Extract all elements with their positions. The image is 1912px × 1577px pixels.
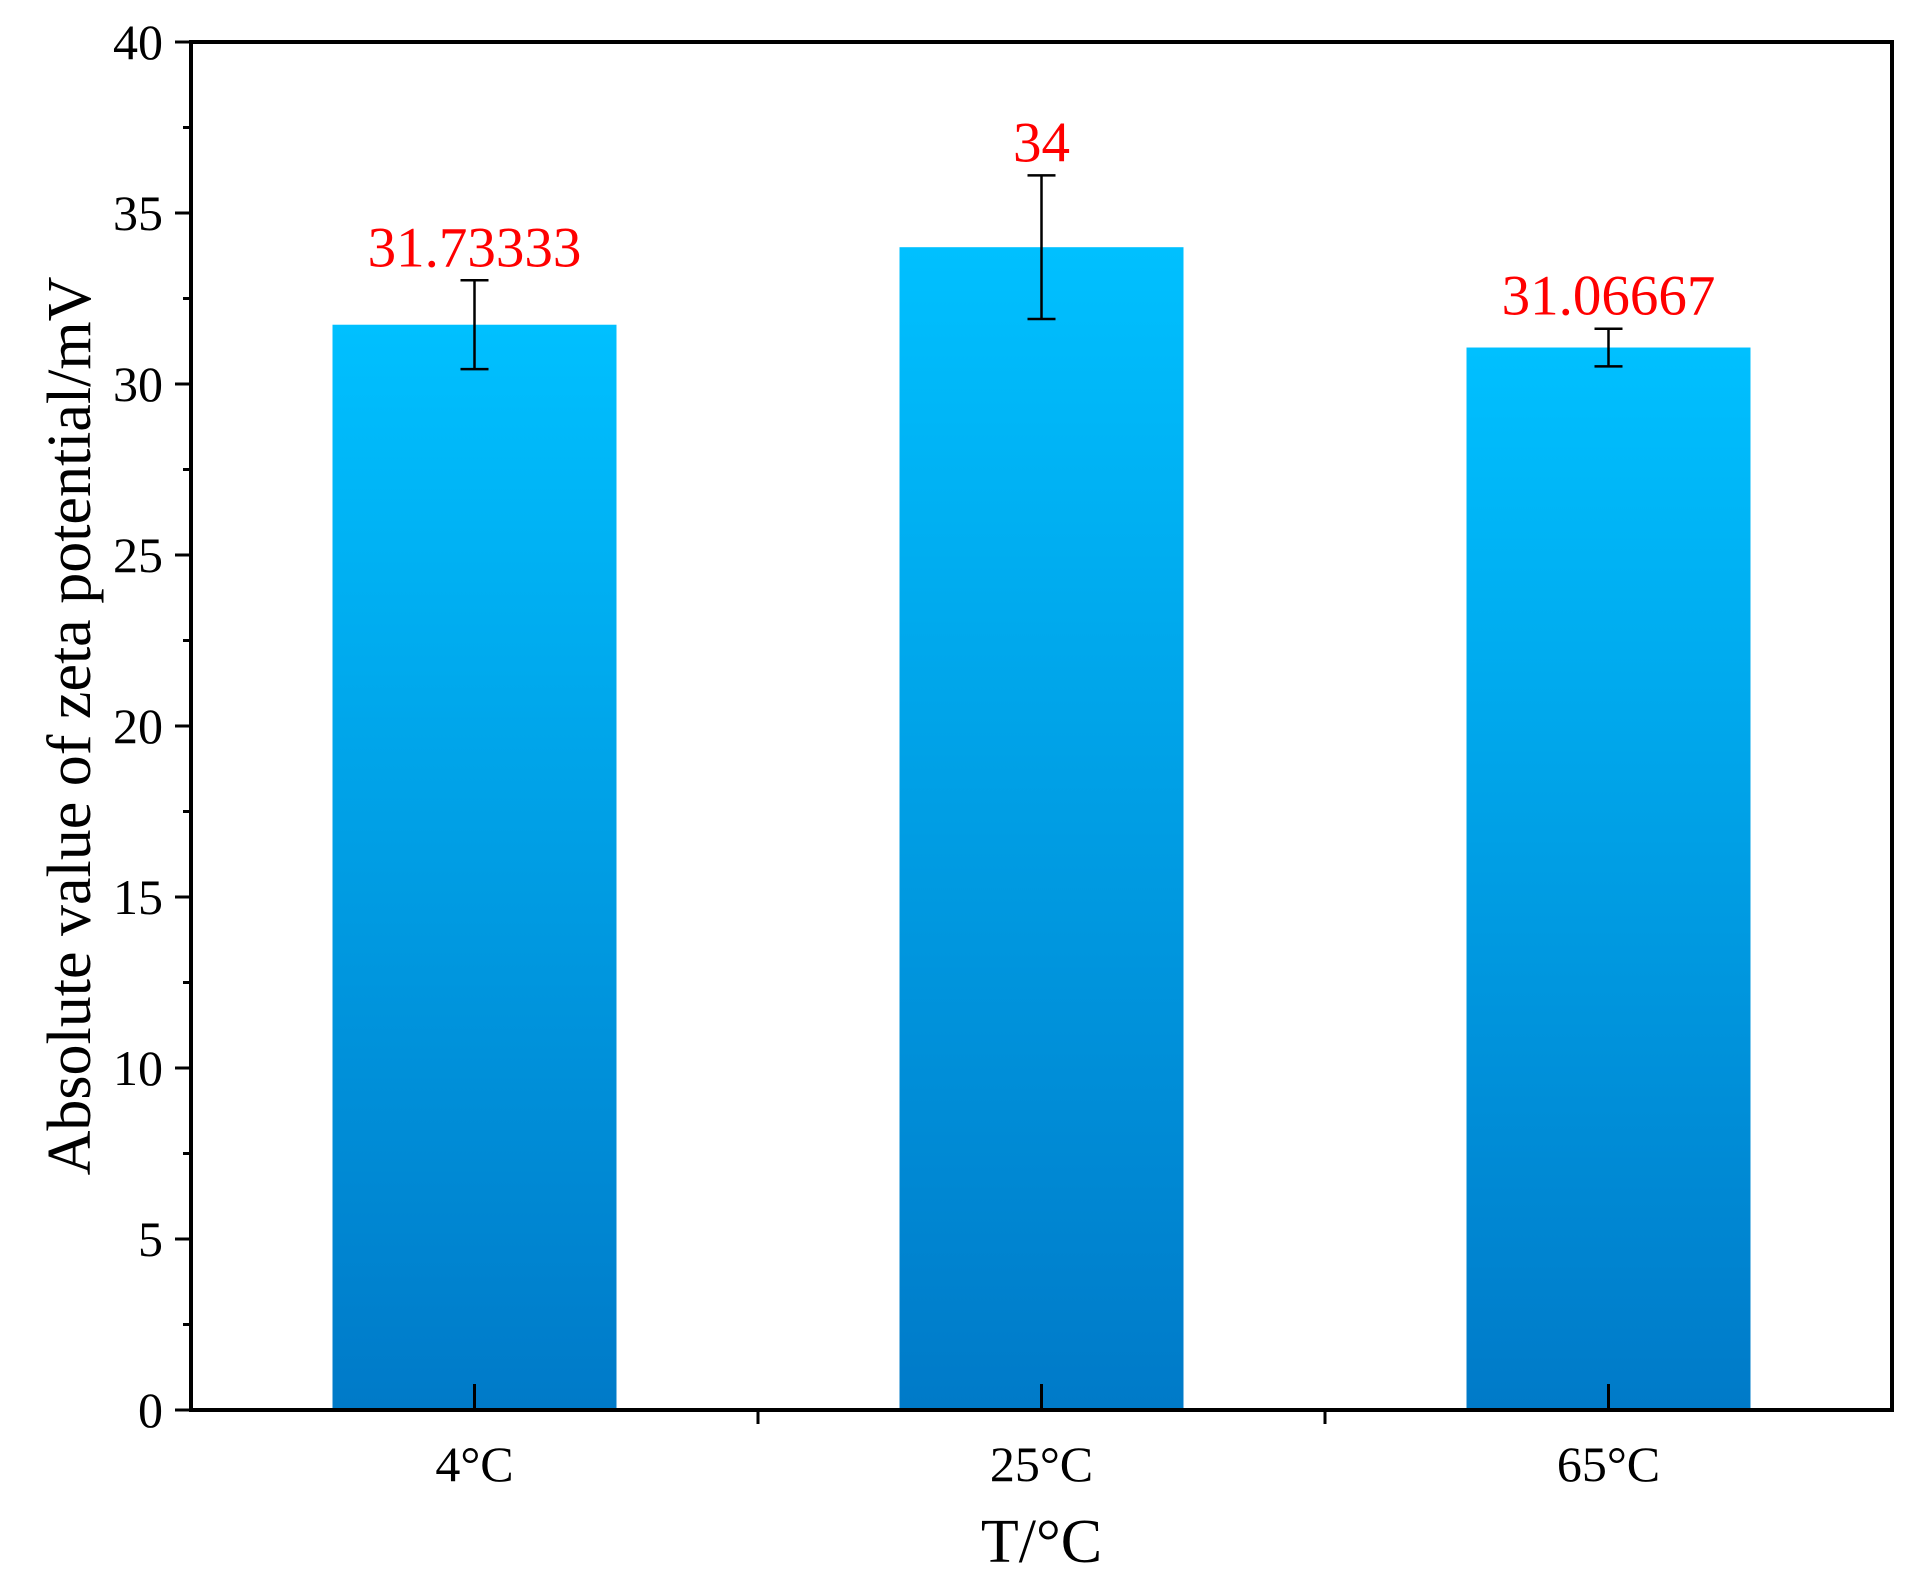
y-axis-ticks: 0 5 10 15 20 25 30 35 40 — [113, 14, 191, 1438]
bars-layer — [332, 247, 1751, 1411]
data-label-2: 34 — [1013, 111, 1070, 174]
y-tick-label-0: 0 — [138, 1382, 163, 1438]
x-axis-title: T/°C — [981, 1508, 1102, 1576]
x-tick-label-2: 25°C — [990, 1436, 1093, 1492]
error-bar-2 — [1027, 174, 1056, 321]
x-tick-label-1: 4°C — [435, 1436, 513, 1492]
y-tick-label-3: 15 — [113, 869, 163, 925]
error-bar-1 — [460, 279, 489, 371]
bar-3 — [1466, 347, 1751, 1410]
y-tick-label-2: 10 — [113, 1040, 163, 1096]
y-tick-label-7: 35 — [113, 185, 163, 241]
y-tick-label-4: 20 — [113, 698, 163, 754]
y-tick-label-1: 5 — [138, 1211, 163, 1267]
x-axis-ticks: 4°C 25°C 65°C — [435, 1384, 1660, 1492]
data-label-3: 31.06667 — [1502, 265, 1716, 328]
data-labels-layer: 31.73333 34 31.06667 — [368, 111, 1716, 327]
error-bars-layer — [460, 174, 1623, 371]
y-tick-label-8: 40 — [113, 14, 163, 70]
y-tick-label-5: 25 — [113, 527, 163, 583]
y-tick-label-6: 30 — [113, 356, 163, 412]
x-tick-label-3: 65°C — [1557, 1436, 1660, 1492]
bar-2 — [899, 247, 1184, 1411]
bar-1 — [332, 324, 617, 1411]
y-axis-title: Absolute value of zeta potential/mV — [36, 276, 104, 1175]
error-bar-3 — [1594, 327, 1623, 368]
data-label-1: 31.73333 — [368, 216, 582, 279]
